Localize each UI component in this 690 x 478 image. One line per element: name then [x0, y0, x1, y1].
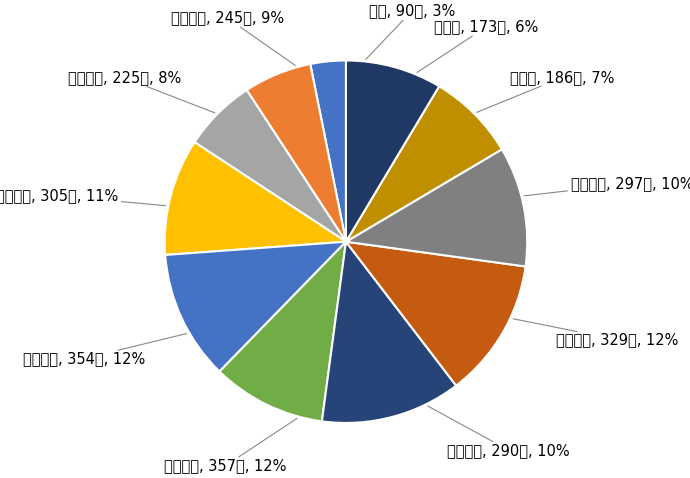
Wedge shape	[346, 242, 526, 386]
Wedge shape	[219, 242, 346, 421]
Text: ６０歳～, 305人, 11%: ６０歳～, 305人, 11%	[0, 188, 166, 206]
Wedge shape	[346, 149, 527, 267]
Text: ３０歳～, 290人, 10%: ３０歳～, 290人, 10%	[428, 406, 570, 458]
Wedge shape	[310, 60, 346, 242]
Text: ０歳, 90人, 3%: ０歳, 90人, 3%	[366, 3, 455, 59]
Text: ５０歳～, 354人, 12%: ５０歳～, 354人, 12%	[23, 334, 187, 366]
Wedge shape	[195, 90, 346, 242]
Wedge shape	[346, 86, 502, 242]
Text: ２０歳～, 329人, 12%: ２０歳～, 329人, 12%	[513, 319, 679, 347]
Text: ５歳～, 186人, 7%: ５歳～, 186人, 7%	[477, 70, 614, 112]
Wedge shape	[165, 142, 346, 255]
Text: ７０歳～, 225人, 8%: ７０歳～, 225人, 8%	[68, 71, 215, 113]
Wedge shape	[322, 242, 456, 423]
Text: ４０歳～, 357人, 12%: ４０歳～, 357人, 12%	[164, 418, 297, 473]
Text: １歳～, 173人, 6%: １歳～, 173人, 6%	[417, 20, 538, 73]
Text: ８０歳～, 245人, 9%: ８０歳～, 245人, 9%	[171, 11, 295, 65]
Wedge shape	[346, 60, 439, 242]
Wedge shape	[247, 64, 346, 242]
Wedge shape	[165, 242, 346, 371]
Text: １０歳～, 297人, 10%: １０歳～, 297人, 10%	[524, 176, 690, 196]
